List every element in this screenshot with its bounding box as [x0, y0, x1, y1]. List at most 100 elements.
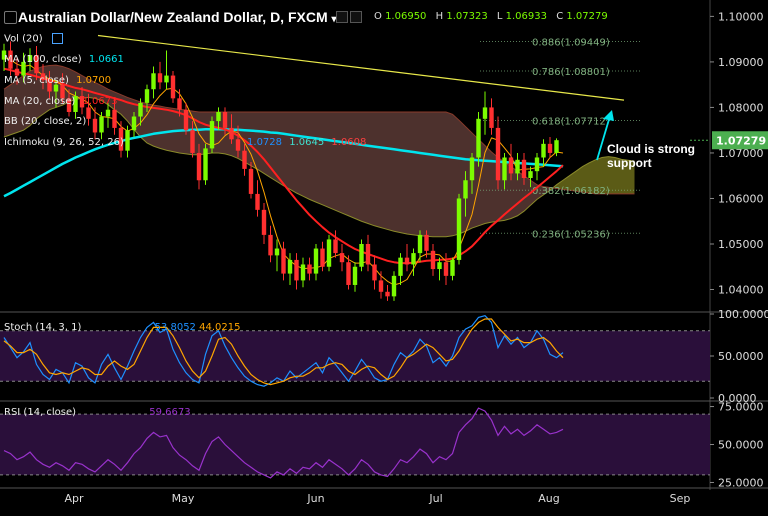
candle [307, 257, 312, 281]
candle [346, 255, 351, 290]
candle [144, 84, 150, 112]
candle-body [40, 73, 46, 81]
cloud-segment [160, 106, 167, 151]
candle-body [27, 55, 33, 62]
candle [229, 114, 234, 144]
candle-body [385, 291, 390, 297]
candle-body [365, 243, 371, 265]
candle [40, 64, 46, 90]
candle [365, 234, 371, 272]
rsi-panel-header[interactable]: RSI (14, close) 59.6673 [4, 407, 191, 418]
candle [541, 139, 546, 167]
candle [404, 243, 410, 272]
candle-body [554, 140, 559, 153]
candle [196, 143, 202, 190]
candle-body [1, 50, 7, 60]
settings-icon[interactable] [350, 11, 362, 23]
eye-icon[interactable] [51, 33, 63, 44]
rsi-tick-label: 75.0000 [718, 401, 764, 414]
fib-level-label: 0.236(1.05236) [532, 229, 610, 240]
candle [554, 138, 559, 157]
candle-body [60, 84, 65, 99]
y-tick-label: 1.08000 [718, 101, 764, 114]
indicator-ma100-value: 1.0661 [88, 54, 124, 65]
candle [495, 116, 501, 190]
cloud-segment [621, 159, 628, 194]
candle-body [79, 96, 85, 108]
annotation-text: Cloud is strong support [607, 142, 695, 170]
cloud-segment [303, 111, 310, 200]
candle [66, 89, 72, 117]
candle [105, 102, 111, 128]
cloud-segment [270, 111, 277, 182]
candle [92, 107, 98, 140]
candle [450, 257, 455, 281]
candle-body [476, 118, 481, 158]
candle [157, 61, 163, 90]
candle-body [92, 118, 98, 133]
candle [352, 262, 358, 292]
visibility-icon[interactable] [336, 11, 348, 23]
candle [339, 243, 345, 272]
senkou-span-b [3, 64, 635, 195]
candle [235, 125, 241, 158]
cloud-segment [75, 71, 82, 100]
candle-body [21, 61, 26, 76]
stoch-tick-label: 50.0000 [718, 350, 764, 363]
symbol-menu-icon[interactable] [4, 11, 17, 24]
cloud-segment [394, 111, 401, 233]
candle-body [183, 109, 189, 131]
indicator-ma100[interactable]: MA (100, close) 1.0661 [4, 54, 124, 65]
indicator-ichimoku-value-2: 1.0645 [289, 137, 325, 148]
indicator-vol[interactable]: Vol (20) [4, 33, 63, 45]
cloud-segment [108, 89, 115, 110]
rsi-band [0, 414, 710, 475]
cloud-segment [361, 111, 368, 224]
stoch-panel-header[interactable]: Stoch (14, 3, 1) 53.8052 44.0215 [4, 322, 240, 333]
candle [86, 93, 91, 126]
cloud-segment [95, 82, 102, 101]
candle [170, 71, 176, 103]
indicator-ma20[interactable]: MA (20, close) 1.0673 [4, 96, 117, 107]
cloud-segment [465, 126, 472, 232]
indicator-ichimoku-label: Ichimoku (9, 26, 52, 26) [4, 137, 124, 148]
candle-body [502, 157, 507, 181]
ohlc-high-value: 1.07323 [446, 11, 488, 22]
ohlc-high-key: H [435, 11, 444, 22]
y-tick-label: 1.10000 [718, 10, 764, 23]
candle-body [73, 96, 78, 112]
ohlc-low-value: 1.06933 [505, 11, 547, 22]
cloud-segment [485, 145, 492, 224]
candle [53, 80, 59, 108]
fib-level-label: 0.886(1.09449) [532, 37, 610, 48]
candle-body [47, 80, 52, 92]
candle [164, 50, 169, 90]
candle [216, 107, 221, 131]
candle [268, 225, 273, 263]
x-tick-label: Sep [670, 492, 691, 505]
candle [60, 73, 65, 103]
candle-body [391, 275, 397, 297]
candle-body [378, 280, 384, 292]
stoch-band [0, 330, 710, 382]
candle-body [118, 127, 124, 151]
ohlc-low-key: L [496, 11, 503, 22]
ohlc-open-value: 1.06950 [385, 11, 427, 22]
candle-body [112, 109, 117, 128]
candle [34, 45, 39, 81]
symbol-title-text: Australian Dollar/New Zealand Dollar, D,… [18, 9, 328, 25]
symbol-title[interactable]: Australian Dollar/New Zealand Dollar, D,… [18, 9, 337, 25]
cloud-segment [4, 84, 11, 138]
indicator-bb[interactable]: BB (20, close, 2) [4, 116, 86, 127]
cloud-segment [10, 80, 17, 135]
cloud-segment [407, 111, 414, 235]
indicator-ma5-value: 1.0700 [76, 75, 112, 86]
indicator-ma5[interactable]: MA (5, close) 1.0700 [4, 75, 111, 86]
candle-body [144, 89, 150, 103]
candle-body [34, 55, 39, 74]
indicator-ichimoku[interactable]: Ichimoku (9, 26, 52, 26) 1.0728 1.0645 1… [4, 137, 366, 148]
candle [398, 253, 403, 285]
chevron-down-icon[interactable]: ▾ [331, 14, 337, 25]
